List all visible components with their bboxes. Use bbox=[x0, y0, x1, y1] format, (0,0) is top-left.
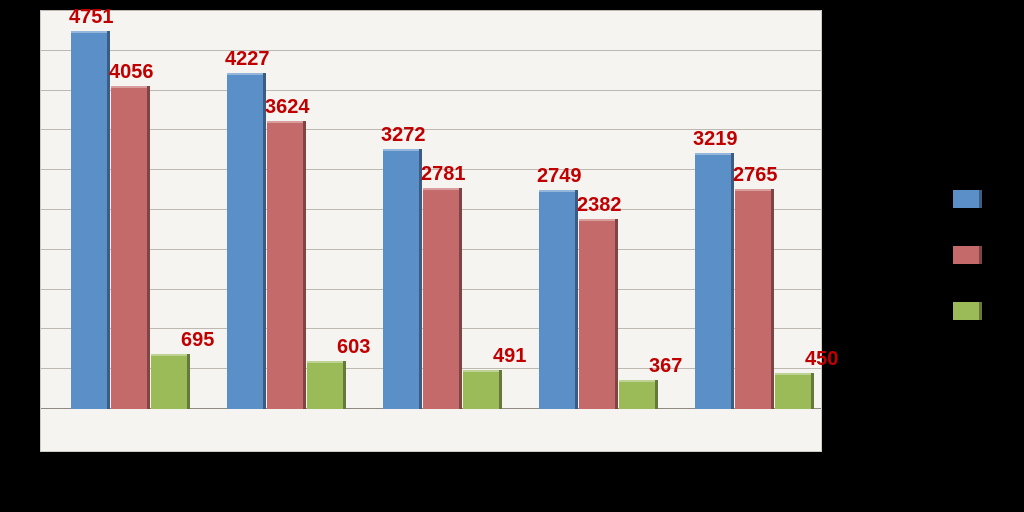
bar-series-b bbox=[579, 219, 618, 409]
bar-value-label: 2749 bbox=[537, 165, 582, 188]
legend-item bbox=[953, 302, 994, 320]
gridline bbox=[41, 90, 821, 91]
legend bbox=[953, 190, 994, 320]
bar-value-label: 367 bbox=[649, 355, 682, 378]
legend-swatch bbox=[953, 246, 982, 264]
bar-value-label: 3624 bbox=[265, 96, 310, 119]
legend-item bbox=[953, 246, 994, 264]
bar-series-b bbox=[735, 189, 774, 409]
legend-item bbox=[953, 190, 994, 208]
bar-series-a bbox=[71, 31, 110, 409]
bar-value-label: 4056 bbox=[109, 61, 154, 84]
gridline bbox=[41, 10, 821, 11]
bar-series-a bbox=[695, 153, 734, 409]
legend-swatch bbox=[953, 190, 982, 208]
plot-area: 4751405669542273624603327227814912749238… bbox=[40, 10, 822, 452]
bar-value-label: 2765 bbox=[733, 164, 778, 187]
bar-value-label: 2382 bbox=[577, 194, 622, 217]
bar-series-a bbox=[227, 73, 266, 409]
bar-series-c bbox=[151, 354, 190, 409]
bar-value-label: 3219 bbox=[693, 128, 738, 151]
chart-container: 4751 4056 695 4227 3624 603 3272 2781 491 2749 238… bbox=[0, 0, 1024, 512]
bar-series-b bbox=[267, 121, 306, 409]
x-axis-area bbox=[41, 409, 821, 451]
bar-series-a bbox=[539, 190, 578, 409]
bar-value-label: 603 bbox=[337, 336, 370, 359]
bar-series-c bbox=[775, 373, 814, 409]
bar-value-label: 2781 bbox=[421, 163, 466, 186]
bar-series-b bbox=[423, 188, 462, 409]
bar-value-label: 491 bbox=[493, 345, 526, 368]
bar-series-c bbox=[463, 370, 502, 409]
bar-value-label: 4227 bbox=[225, 48, 270, 71]
legend-swatch bbox=[953, 302, 982, 320]
bar-value-label: 4751 bbox=[69, 6, 114, 29]
bar-series-c bbox=[619, 380, 658, 409]
bar-value-label: 450 bbox=[805, 348, 838, 371]
bar-series-a bbox=[383, 149, 422, 409]
bar-value-label: 695 bbox=[181, 329, 214, 352]
bar-series-b bbox=[111, 86, 150, 409]
bar-value-label: 3272 bbox=[381, 124, 426, 147]
bar-series-c bbox=[307, 361, 346, 409]
gridline bbox=[41, 50, 821, 51]
